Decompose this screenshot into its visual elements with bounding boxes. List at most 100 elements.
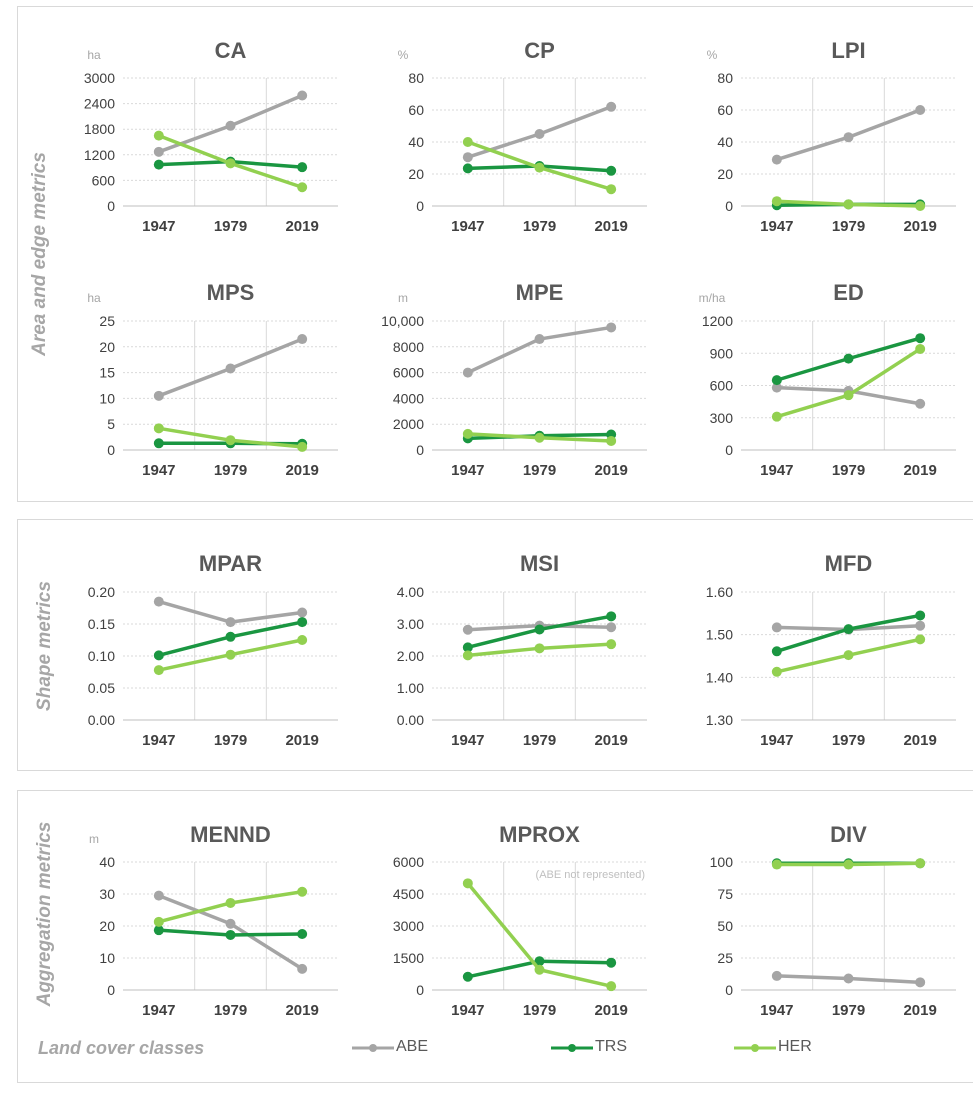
chart-ca-point-trs bbox=[153, 159, 164, 170]
chart-mfd-point-abe bbox=[771, 622, 782, 633]
chart-mpe-ytick: 6000 bbox=[393, 365, 424, 381]
panel-shape bbox=[17, 519, 973, 771]
chart-mps-point-abe bbox=[153, 390, 164, 401]
chart-ed-point-her bbox=[771, 411, 782, 422]
chart-mennd-xtick: 2019 bbox=[285, 1002, 318, 1019]
chart-mps-point-her bbox=[225, 435, 236, 446]
chart-mfd-title: MFD bbox=[825, 551, 873, 576]
chart-msi-point-her bbox=[462, 650, 473, 661]
chart-mpar-ytick: 0.00 bbox=[88, 712, 115, 728]
chart-cp-ytick: 80 bbox=[408, 70, 424, 86]
chart-ed-point-her bbox=[915, 343, 926, 354]
chart-mpe-point-abe bbox=[606, 322, 617, 333]
chart-lpi-point-abe bbox=[915, 105, 926, 115]
chart-ca-title: CA bbox=[215, 38, 247, 63]
chart-ed-ytick: 0 bbox=[725, 442, 733, 458]
chart-mennd-point-her bbox=[297, 886, 308, 897]
chart-mpe-point-her bbox=[462, 428, 473, 439]
chart-ed: ED m/ha 0 300 600 900 1200 1947 1979 2019 bbox=[699, 280, 956, 479]
chart-cp-xtick: 1979 bbox=[523, 218, 556, 235]
chart-mps-ytick: 15 bbox=[99, 365, 115, 381]
chart-ed-point-trs bbox=[843, 353, 854, 364]
chart-mpar-point-abe bbox=[297, 607, 308, 618]
chart-mps: MPS ha 0 5 10 15 20 25 1947 1979 2019 bbox=[87, 280, 338, 479]
legend-label-abe: ABE bbox=[396, 1038, 429, 1055]
chart-ed-xtick: 1979 bbox=[832, 462, 865, 479]
chart-mps-point-trs bbox=[153, 438, 164, 449]
legend-label-her: HER bbox=[778, 1038, 812, 1055]
chart-ed-unit: m/ha bbox=[699, 291, 726, 305]
chart-ed-point-her bbox=[843, 390, 854, 401]
chart-lpi-point-her bbox=[771, 196, 782, 207]
chart-ed-point-trs bbox=[771, 375, 782, 386]
chart-lpi-xtick: 1947 bbox=[760, 218, 793, 235]
chart-msi-point-her bbox=[534, 643, 545, 654]
chart-mennd-title: MENND bbox=[190, 822, 271, 847]
chart-ca-ytick: 2400 bbox=[84, 96, 115, 112]
chart-mpar-title: MPAR bbox=[199, 551, 262, 576]
chart-mps-xtick: 1979 bbox=[214, 462, 247, 479]
chart-msi-point-trs bbox=[606, 611, 617, 622]
chart-mpar-point-trs bbox=[225, 631, 236, 642]
chart-mennd-ytick: 20 bbox=[99, 918, 115, 934]
chart-mpe-ytick: 0 bbox=[416, 442, 424, 458]
chart-mpar-point-her bbox=[297, 635, 308, 645]
chart-lpi-xtick: 2019 bbox=[903, 218, 936, 235]
chart-mps-title: MPS bbox=[207, 280, 255, 305]
chart-lpi-point-her bbox=[915, 201, 926, 211]
chart-cp-xtick: 1947 bbox=[451, 218, 484, 235]
chart-div-point-her bbox=[771, 859, 782, 870]
chart-ca-point-her bbox=[153, 130, 164, 141]
legend-swatch-trs bbox=[551, 1044, 593, 1052]
chart-mprox-ytick: 4500 bbox=[393, 886, 424, 902]
legend-swatch-abe bbox=[352, 1044, 394, 1052]
chart-ed-ytick: 600 bbox=[710, 378, 734, 394]
chart-cp-unit: % bbox=[398, 48, 409, 62]
chart-lpi-point-abe bbox=[771, 154, 782, 165]
chart-mfd-xtick: 1979 bbox=[832, 732, 865, 749]
chart-ed-ytick: 900 bbox=[710, 345, 734, 361]
chart-mprox-point-her bbox=[462, 878, 473, 889]
chart-cp: CP% 0 20 40 60 80 1947 1979 2019 bbox=[398, 38, 647, 235]
chart-mennd-point-her bbox=[225, 897, 236, 908]
chart-mps-ytick: 25 bbox=[99, 313, 115, 329]
chart-cp-ytick: 40 bbox=[408, 134, 424, 150]
chart-cp-point-abe bbox=[606, 101, 617, 112]
chart-lpi-title: LPI bbox=[831, 38, 865, 63]
chart-mennd-point-abe bbox=[225, 918, 236, 929]
chart-ca-unit: ha bbox=[87, 48, 101, 62]
chart-mfd-ytick: 1.30 bbox=[706, 712, 733, 728]
chart-ed-xtick: 2019 bbox=[903, 462, 936, 479]
chart-mpe-ytick: 10,000 bbox=[381, 313, 424, 329]
chart-mps-unit: ha bbox=[87, 291, 101, 305]
chart-mpe-title: MPE bbox=[516, 280, 564, 305]
chart-lpi-xtick: 1979 bbox=[832, 218, 865, 235]
chart-ca-point-her bbox=[225, 158, 236, 169]
chart-mpar: MPAR 0.00 0.05 0.10 0.15 0.20 1947 1979 2019 bbox=[88, 551, 338, 749]
chart-lpi: LPI% 0 20 40 60 80 1947 1979 2019 bbox=[707, 38, 956, 235]
chart-ca: CA ha 0 600 1200 1800 2400 3000 1947 1979 2019 bbox=[84, 38, 338, 235]
chart-mprox-title: MPROX bbox=[499, 822, 580, 847]
chart-mfd-point-her bbox=[843, 650, 854, 661]
chart-div-ytick: 75 bbox=[717, 886, 733, 902]
chart-mfd-ytick: 1.60 bbox=[706, 584, 733, 600]
chart-mprox-ytick: 6000 bbox=[393, 854, 424, 870]
chart-mennd-xtick: 1947 bbox=[142, 1002, 175, 1019]
chart-msi-title: MSI bbox=[520, 551, 559, 576]
chart-mennd-xtick: 1979 bbox=[214, 1002, 247, 1019]
chart-mps-ytick: 5 bbox=[107, 416, 115, 432]
chart-mpe-point-her bbox=[606, 435, 617, 446]
chart-mpe-xtick: 1947 bbox=[451, 462, 484, 479]
chart-ca-ytick: 3000 bbox=[84, 70, 115, 86]
chart-mfd-point-trs bbox=[915, 610, 926, 621]
chart-ca-point-abe bbox=[153, 146, 164, 157]
chart-mps-point-her bbox=[297, 441, 308, 452]
chart-mpe-xtick: 2019 bbox=[594, 462, 627, 479]
chart-ca-xtick: 1979 bbox=[214, 218, 247, 235]
chart-msi-ytick: 4.00 bbox=[397, 584, 424, 600]
chart-ed-ytick: 300 bbox=[710, 410, 734, 426]
chart-mennd-ytick: 30 bbox=[99, 886, 115, 902]
chart-ed-point-trs bbox=[915, 333, 926, 344]
chart-mennd-point-abe bbox=[297, 963, 308, 974]
chart-cp-point-her bbox=[606, 184, 617, 195]
